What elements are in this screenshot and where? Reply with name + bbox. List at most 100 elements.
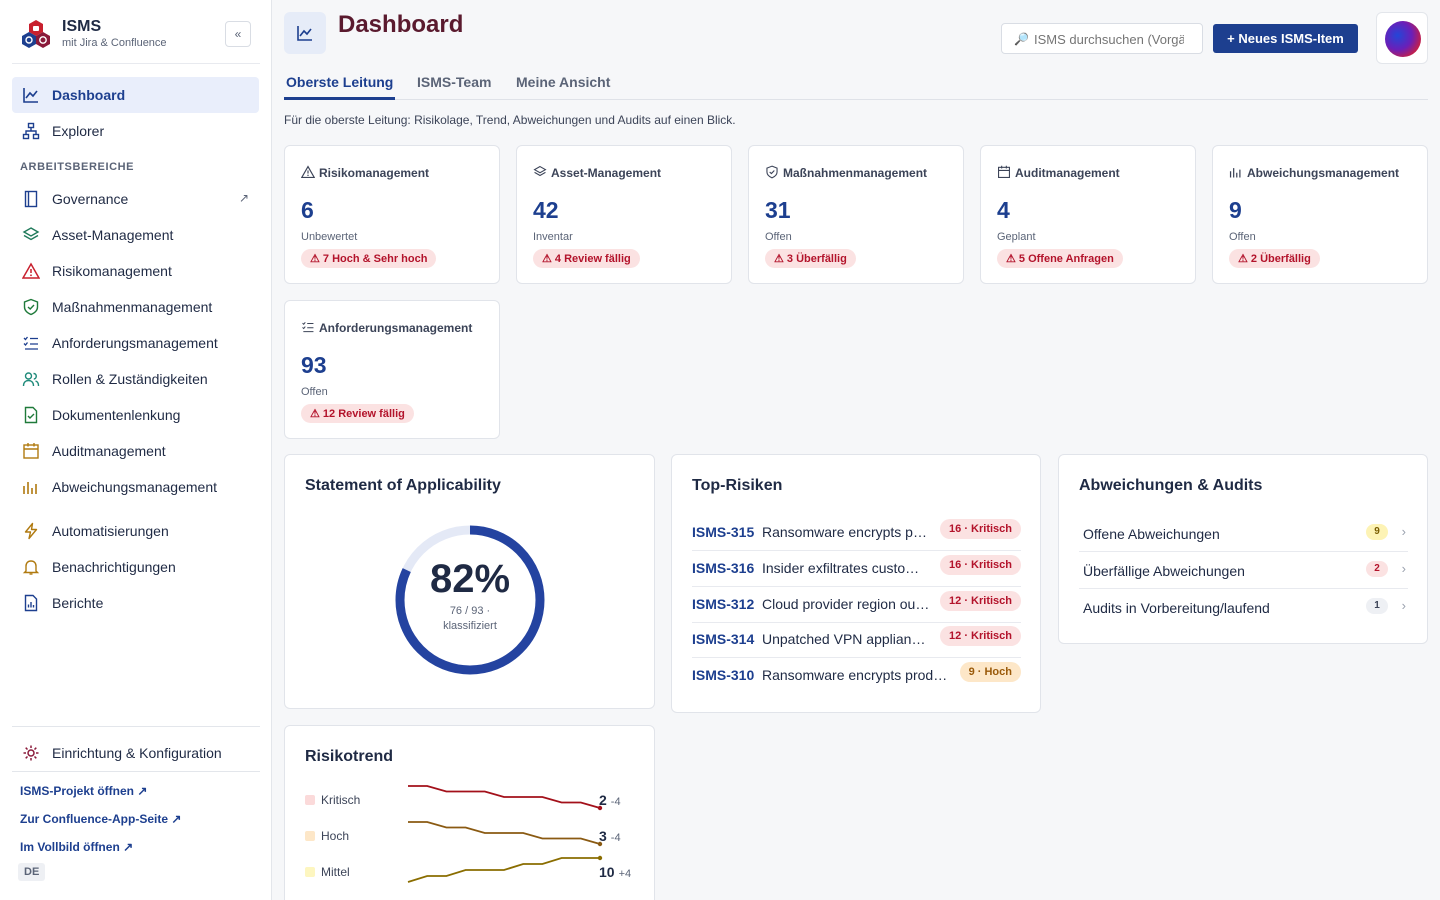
sidebar-item-label: Auditmanagement [52, 443, 166, 459]
legend-swatch [305, 795, 315, 805]
risk-score-badge: 16 · Kritisch [940, 555, 1021, 575]
risk-key[interactable]: ISMS-310 [692, 667, 755, 683]
risk-summary: Unpatched VPN appliance exploited [762, 631, 930, 647]
confluence-app-page-link[interactable]: Zur Confluence-App-Seite ↗ [20, 812, 182, 826]
top-risks-panel: Top-Risiken ISMS-315 Ransomware encrypts… [671, 454, 1041, 713]
user-menu-button[interactable] [1376, 12, 1428, 64]
area-card-title: Anforderungsmanagement [301, 320, 472, 335]
soa-donut-chart [395, 525, 545, 675]
shield-check-icon [23, 298, 39, 316]
area-card-caption: Offen [1229, 231, 1256, 243]
area-card-risk-management[interactable]: Risikomanagement 6 Unbewertet ⚠ 7 Hoch &… [284, 145, 500, 284]
soa-panel: Statement of Applicability 82% 76 / 93 ·… [284, 454, 655, 709]
area-card-measures-management[interactable]: Maßnahmenmanagement 31 Offen ⚠ 3 Überfäl… [748, 145, 964, 284]
tab-meine-ansicht[interactable]: Meine Ansicht [516, 74, 611, 90]
document-check-icon [24, 406, 38, 424]
checklist-icon [302, 322, 314, 333]
risk-score-badge: 16 · Kritisch [940, 519, 1021, 539]
area-card-caption: Offen [301, 386, 328, 398]
risk-row[interactable]: ISMS-316 Insider exfiltrates customer da… [692, 551, 1021, 587]
sidebar-item-measures-management[interactable]: Maßnahmenmanagement [12, 289, 259, 325]
sidebar-item-automations[interactable]: Automatisierungen [12, 513, 259, 549]
sidebar-item-dashboard[interactable]: Dashboard [12, 77, 259, 113]
area-card-alert-badge[interactable]: ⚠ 2 Überfällig [1229, 249, 1320, 268]
area-card-requirements-management[interactable]: Anforderungsmanagement 93 Offen ⚠ 12 Rev… [284, 300, 500, 439]
active-tab-indicator [284, 97, 395, 100]
risk-trend-panel: Risikotrend Kritisch Hoch Mittel 2 -4 3 -4… [284, 725, 655, 900]
sidebar-item-risk-management[interactable]: Risikomanagement [12, 253, 259, 289]
area-card-alert-badge[interactable]: ⚠ 7 Hoch & Sehr hoch [301, 249, 437, 268]
sidebar-item-label: Einrichtung & Konfiguration [52, 745, 222, 761]
book-icon [24, 190, 38, 208]
list-item[interactable]: Audits in Vorbereitung/laufend 1 › [1079, 589, 1408, 626]
sidebar-item-label: Automatisierungen [52, 523, 169, 539]
risk-key[interactable]: ISMS-315 [692, 524, 755, 540]
fullscreen-link[interactable]: Im Vollbild öffnen ↗ [20, 840, 134, 854]
sidebar-item-notifications[interactable]: Benachrichtigungen [12, 549, 259, 585]
risk-key[interactable]: ISMS-314 [692, 631, 755, 647]
risk-row[interactable]: ISMS-315 Ransomware encrypts production … [692, 515, 1021, 551]
risk-trend-title: Risikotrend [305, 748, 394, 765]
open-isms-project-link[interactable]: ISMS-Projekt öffnen ↗ [20, 784, 148, 798]
sidebar-item-deviation-management[interactable]: Abweichungsmanagement [12, 469, 259, 505]
sidebar-item-label: Rollen & Zuständigkeiten [52, 371, 208, 387]
warning-icon [301, 165, 315, 179]
search-input[interactable] [1034, 30, 1184, 48]
area-card-alert-badge[interactable]: ⚠ 12 Review fällig [301, 404, 414, 423]
sidebar-item-roles[interactable]: Rollen & Zuständigkeiten [12, 361, 259, 397]
trend-legend-critical: Kritisch [305, 793, 360, 807]
area-card-alert-badge[interactable]: ⚠ 5 Offene Anfragen [997, 249, 1123, 268]
chevron-right-icon: › [1401, 524, 1406, 539]
tab-isms-team[interactable]: ISMS-Team [417, 74, 492, 90]
area-card-value: 4 [997, 197, 1010, 223]
risk-summary: Ransomware encrypts production servers [762, 667, 948, 683]
sidebar-item-label: Risikomanagement [52, 263, 172, 279]
sidebar-item-settings[interactable]: Einrichtung & Konfiguration [12, 735, 259, 771]
risk-row[interactable]: ISMS-310 Ransomware encrypts production … [692, 658, 1021, 694]
sidebar-item-document-control[interactable]: Dokumentenlenkung [12, 397, 259, 433]
trend-endpoint-kritisch [597, 805, 603, 811]
list-item[interactable]: Überfällige Abweichungen 2 › [1079, 552, 1408, 589]
legend-label: Kritisch [321, 793, 361, 807]
area-card-alert-badge[interactable]: ⚠ 4 Review fällig [533, 249, 640, 268]
sidebar-item-label: Maßnahmenmanagement [52, 299, 213, 315]
language-badge[interactable]: DE [18, 863, 46, 881]
sidebar-item-label: Dashboard [52, 87, 126, 103]
shield-check-icon [766, 165, 778, 179]
hierarchy-icon [22, 122, 40, 140]
sidebar-item-requirements-management[interactable]: Anforderungsmanagement [12, 325, 259, 361]
count-badge: 1 [1366, 598, 1388, 614]
legend-label: Mittel [321, 865, 350, 879]
soa-donut-progress [395, 525, 545, 675]
trend-line-kritisch [408, 785, 601, 809]
sidebar-item-label: Abweichungsmanagement [52, 479, 217, 495]
sidebar-item-asset-management[interactable]: Asset-Management [12, 217, 259, 253]
area-card-title: Asset-Management [533, 165, 661, 180]
search-box[interactable]: 🔎 [1001, 23, 1203, 54]
area-card-alert-badge[interactable]: ⚠ 3 Überfällig [765, 249, 856, 268]
sidebar-item-label: Asset-Management [52, 227, 174, 243]
risk-key[interactable]: ISMS-316 [692, 560, 755, 576]
sidebar-item-reports[interactable]: Berichte [12, 585, 259, 621]
list-item[interactable]: Offene Abweichungen 9 › [1079, 515, 1408, 552]
sidebar-item-explorer[interactable]: Explorer [12, 113, 259, 149]
lightning-icon [24, 522, 38, 540]
tab-oberste-leitung[interactable]: Oberste Leitung [286, 74, 394, 90]
dashboard-tabs: Oberste Leitung ISMS-Team Meine Ansicht [284, 64, 1428, 100]
risk-row[interactable]: ISMS-312 Cloud provider region outage 12… [692, 587, 1021, 623]
legend-swatch [305, 831, 315, 841]
collapse-sidebar-button[interactable]: « [225, 21, 251, 47]
risk-key[interactable]: ISMS-312 [692, 596, 755, 612]
new-isms-item-button[interactable]: + Neues ISMS-Item [1213, 24, 1358, 53]
area-card-asset-management[interactable]: Asset-Management 42 Inventar ⚠ 4 Review … [516, 145, 732, 284]
sidebar-item-audit-management[interactable]: Auditmanagement [12, 433, 259, 469]
risk-score-badge: 12 · Kritisch [940, 626, 1021, 646]
area-card-deviation-management[interactable]: Abweichungsmanagement 9 Offen ⚠ 2 Überfä… [1212, 145, 1428, 284]
external-link-icon: ↗ [238, 191, 249, 205]
area-card-audit-management[interactable]: Auditmanagement 4 Geplant ⚠ 5 Offene Anf… [980, 145, 1196, 284]
brand-subtitle: mit Jira & Confluence [62, 37, 167, 49]
risk-row[interactable]: ISMS-314 Unpatched VPN appliance exploit… [692, 622, 1021, 658]
sidebar-item-governance[interactable]: Governance ↗ [12, 181, 259, 217]
dashboard-header-icon [284, 12, 326, 54]
brand-header: ISMS mit Jira & Confluence « [12, 12, 260, 64]
